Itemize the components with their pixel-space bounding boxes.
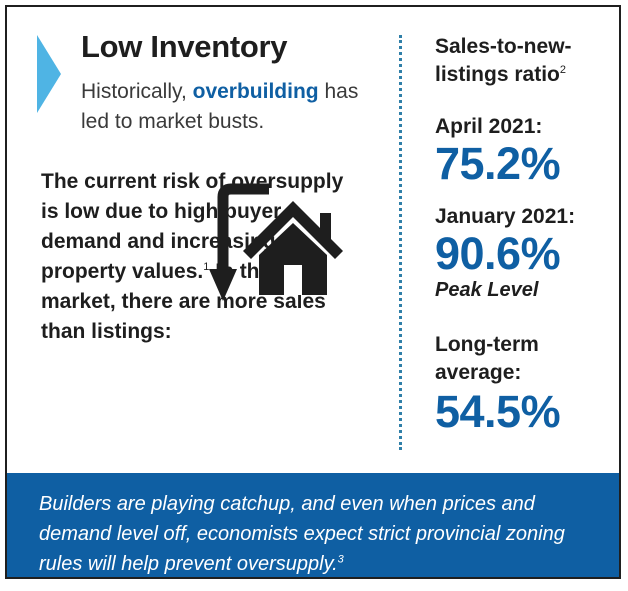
peak-level-note: Peak Level [435,279,539,301]
chevron-right-icon [37,35,61,113]
house-with-down-arrow-icon [209,183,343,301]
subtitle-text-start: Historically, [81,80,193,103]
stat-value: 54.5% [435,386,561,437]
stat-value: 90.6% [435,228,561,279]
subtitle-highlight: overbuilding [192,80,319,103]
stat-label: January 2021: [435,205,576,228]
stat-april-2021: April 2021: 75.2% [435,115,617,189]
dotted-divider [399,35,402,450]
stat-january-2021: January 2021: 90.6% Peak Level [435,205,617,301]
footnote-1-marker: 1 [203,261,210,273]
card-subtitle: Historically, overbuilding has led to ma… [81,77,381,137]
footnote-2-marker: 2 [559,64,566,76]
stat-label: Long-term average: [435,333,539,384]
ratio-title-text: Sales-to-new-listings ratio [435,35,572,86]
stat-label: April 2021: [435,115,543,138]
footer-text: Builders are playing catchup, and even w… [39,493,565,575]
subtitle-text-end: has led to market busts. [81,80,359,133]
ratio-panel: Sales-to-new-listings ratio2 April 2021:… [435,33,617,437]
card-title: Low Inventory [81,29,288,64]
ratio-title: Sales-to-new-listings ratio2 [435,33,617,89]
low-inventory-card: Low Inventory Historically, overbuilding… [5,5,621,579]
stat-long-term-average: Long-term average: 54.5% [435,331,575,437]
footnote-3-marker: 3 [337,553,344,566]
stat-value: 75.2% [435,138,561,189]
footer-banner: Builders are playing catchup, and even w… [7,473,619,577]
